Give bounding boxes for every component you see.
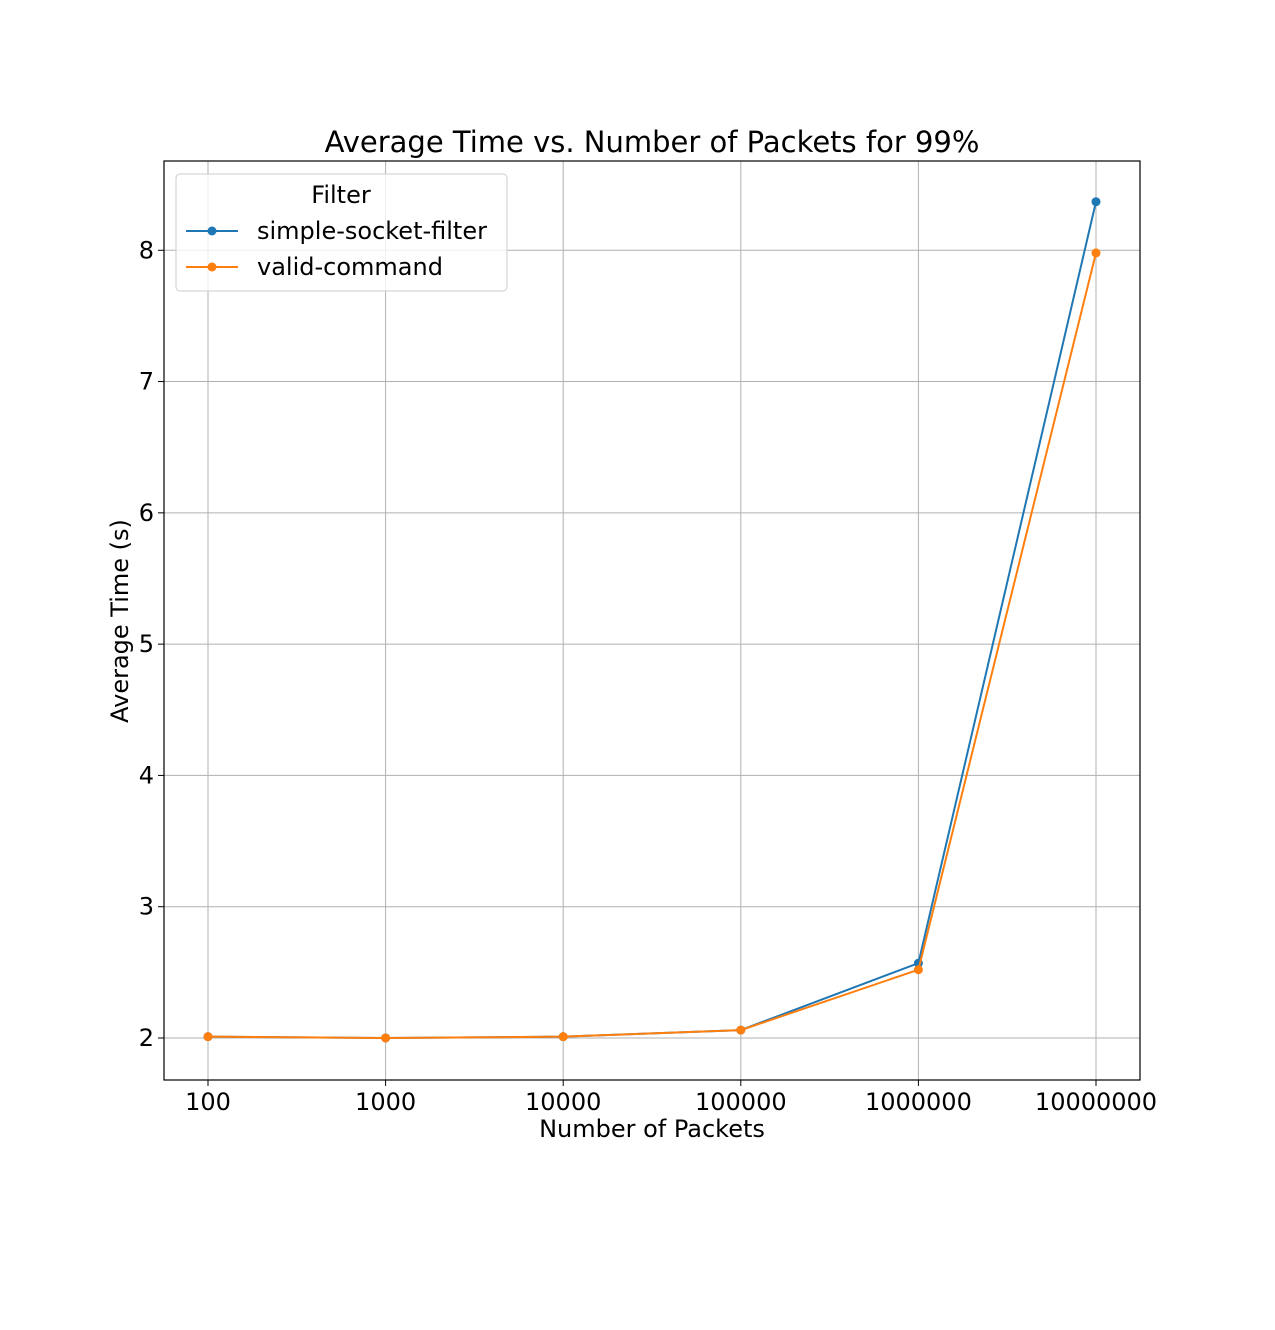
y-tick-label: 8 [139,236,154,264]
x-axis-label: Number of Packets [539,1115,765,1143]
legend-entries: simple-socket-filter valid-command [186,217,487,281]
y-tick-label: 6 [139,499,154,527]
y-axis-label: Average Time (s) [106,519,134,723]
legend-title: Filter [311,181,371,209]
data-point-valid-command [1091,248,1101,258]
series-line-simple-socket-filter [207,201,1097,1039]
plot-frame [163,160,1141,1081]
x-tick-label: 10000000 [1035,1088,1157,1116]
data-point-valid-command [203,1032,213,1042]
axis-ticks: 100 1000 10000 100000 1000000 10000000 2 3 4 5 6 7 8 [139,236,1157,1116]
x-tick-label: 100 [185,1088,231,1116]
x-tick-label: 1000000 [865,1088,972,1116]
legend-swatch-marker [207,226,217,236]
data-point-simple-socket-filter [1091,197,1101,207]
chart-title: Average Time vs. Number of Packets for 9… [325,125,980,159]
y-tick-label: 2 [139,1024,154,1052]
y-tick-label: 4 [139,761,154,789]
series-line-valid-command [207,252,1097,1039]
grid-lines [164,161,1140,1080]
data-point-valid-command [558,1032,568,1042]
legend: Filter simple-socket-filter valid-command [175,173,508,292]
series-lines [203,197,1101,1043]
x-tick-label: 10000 [525,1088,601,1116]
y-tick-label: 3 [139,893,154,921]
y-tick-label: 7 [139,368,154,396]
x-tick-label: 1000 [355,1088,416,1116]
data-point-valid-command [381,1033,391,1043]
legend-label: simple-socket-filter [257,217,487,245]
y-tick-label: 5 [139,630,154,658]
legend-box [175,173,508,292]
legend-label: valid-command [257,253,443,281]
legend-swatch-marker [207,262,217,272]
data-point-valid-command [736,1025,746,1035]
data-point-valid-command [913,965,923,975]
x-tick-label: 100000 [695,1088,787,1116]
